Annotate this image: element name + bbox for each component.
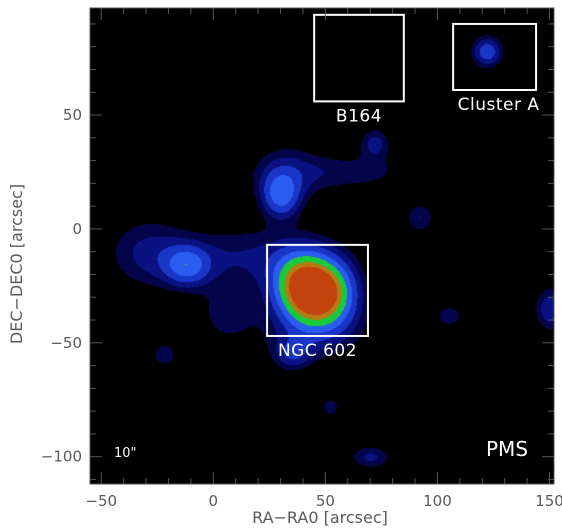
region-label-ngc-602: NGC 602 [278, 341, 357, 361]
x-tick-label: 150 [535, 492, 562, 510]
y-tick-label: −50 [50, 334, 82, 352]
y-tick-label: −100 [41, 448, 82, 466]
region-label-b164: B164 [336, 106, 382, 126]
plot-frame [89, 7, 555, 485]
axis-ticks [90, 8, 554, 484]
x-tick-label: 0 [209, 492, 219, 510]
region-box-cluster-a [452, 22, 538, 91]
x-tick-label: 50 [316, 492, 335, 510]
y-tick-label: 50 [63, 106, 82, 124]
plot-area [90, 8, 554, 484]
scale-bar-label: 10" [114, 446, 137, 461]
tick-labels: −50 0 50 100 150 50 0 −50 −100 [41, 106, 562, 510]
x-tick-label: −50 [85, 492, 117, 510]
density-contour-image [90, 8, 554, 484]
region-box-ngc-602 [266, 243, 369, 337]
x-tick-label: 100 [423, 492, 452, 510]
y-tick-label: 0 [72, 220, 82, 238]
x-axis-title: RA−RA0 [arcsec] [252, 508, 388, 527]
region-boxes: B164 Cluster A NGC 602 [266, 13, 540, 361]
pms-label: PMS [486, 437, 528, 461]
region-box-b164 [313, 13, 405, 103]
region-label-cluster-a: Cluster A [458, 95, 540, 115]
y-axis-title: DEC−DEC0 [arcsec] [7, 184, 26, 344]
